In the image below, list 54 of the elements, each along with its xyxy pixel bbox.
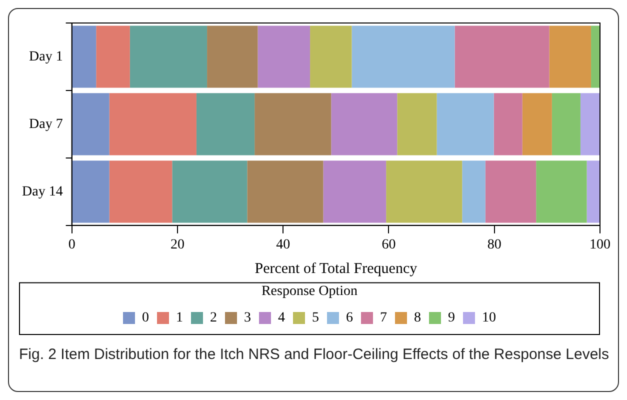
bar — [462, 160, 486, 223]
bar — [109, 160, 172, 223]
bar — [352, 26, 455, 88]
bar — [591, 26, 600, 88]
bar — [580, 93, 600, 156]
x-tick-label: 80 — [487, 237, 502, 252]
bar — [586, 160, 600, 223]
bar — [72, 93, 110, 156]
bar — [172, 160, 248, 223]
bar — [552, 93, 580, 156]
bar — [72, 26, 96, 88]
bar — [549, 26, 592, 88]
bar — [323, 160, 386, 223]
bar — [436, 93, 494, 156]
legend-label: 10 — [482, 310, 496, 326]
legend-label: 4 — [278, 310, 285, 326]
legend-title: Response Option — [261, 284, 358, 299]
x-tick-label: 20 — [170, 237, 184, 252]
bar — [247, 160, 324, 223]
bar — [494, 93, 522, 156]
y-tick-label: Day 7 — [28, 116, 63, 132]
bar — [258, 26, 310, 88]
bar — [96, 26, 130, 88]
bar — [207, 26, 258, 88]
bar — [254, 93, 332, 156]
legend-label: 7 — [380, 310, 387, 326]
legend-label: 6 — [346, 310, 353, 326]
x-tick-label: 100 — [590, 237, 610, 252]
bar — [485, 160, 536, 223]
legend-label: 5 — [312, 310, 319, 326]
bar — [109, 93, 196, 156]
legend-label: 1 — [176, 310, 183, 326]
bar — [130, 26, 208, 88]
bar — [522, 93, 552, 156]
bar — [310, 26, 352, 88]
legend-label: 2 — [210, 310, 217, 326]
legend-label: 8 — [414, 310, 421, 326]
y-tick-label: Day 14 — [22, 184, 63, 200]
x-tick-label: 0 — [68, 237, 76, 252]
x-tick-label: 40 — [276, 237, 290, 252]
y-tick-label: Day 1 — [28, 49, 63, 64]
bar — [386, 160, 462, 223]
legend-label: 0 — [142, 310, 149, 326]
caption: Fig. 2 Item Distribution for the Itch NRS and Floor-Ceiling Effects of the Response Levels — [19, 345, 609, 365]
x-tick-label: 60 — [382, 237, 396, 252]
legend-label: 3 — [244, 310, 251, 326]
bar — [331, 93, 398, 156]
x-axis-title: Percent of Total Frequency — [254, 261, 418, 278]
bar — [397, 93, 437, 156]
bar — [196, 93, 255, 156]
bar — [454, 26, 550, 88]
legend-label: 9 — [448, 310, 455, 326]
bar — [536, 160, 587, 223]
bar — [72, 160, 110, 223]
